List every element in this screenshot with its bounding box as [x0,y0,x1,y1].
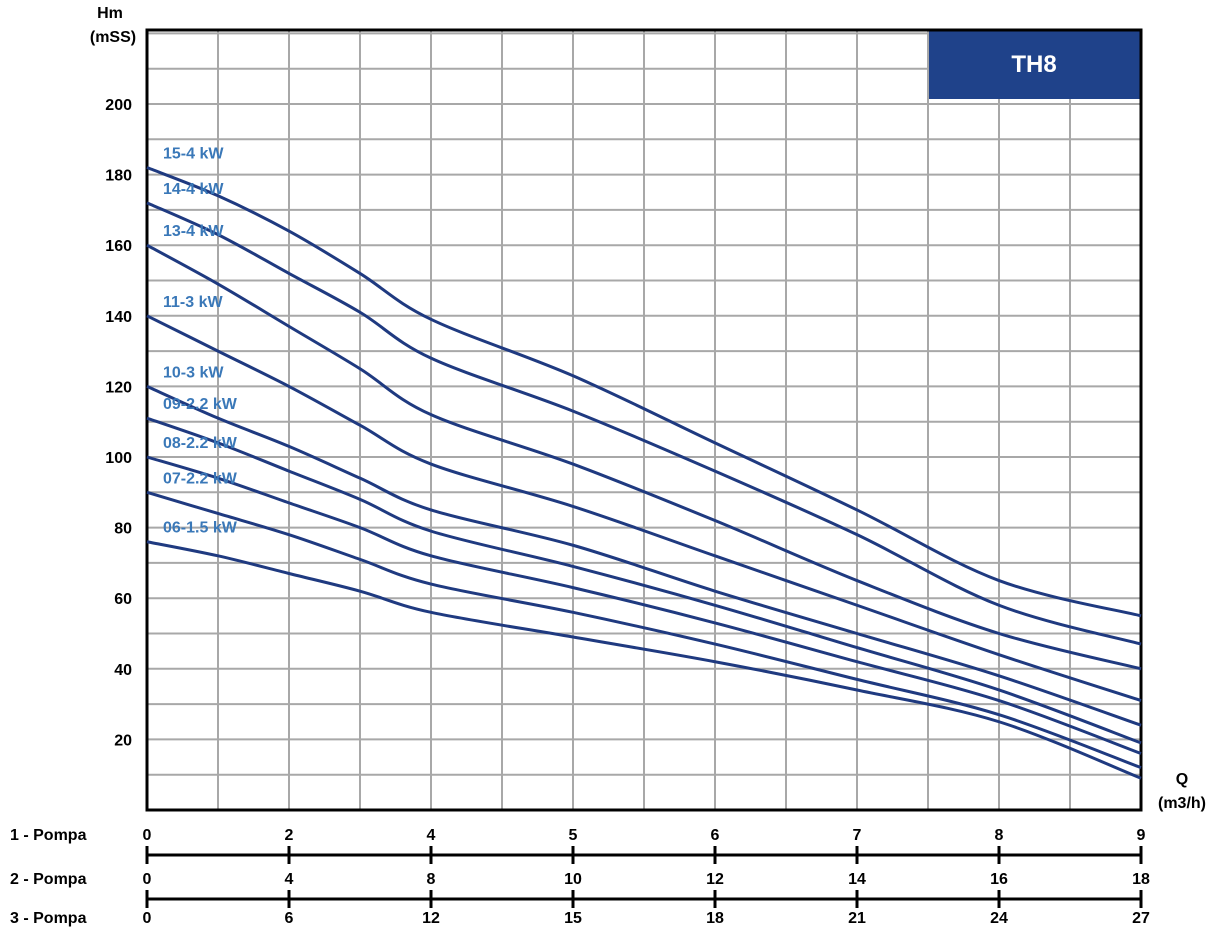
y-axis-label: Hm [97,5,123,22]
x-tick-label: 21 [848,910,866,927]
x-tick-label: 14 [848,871,866,888]
series-label: 07-2.2 kW [163,470,238,487]
x-axis-name: 3 - Pompa [10,910,87,927]
x-tick-label: 8 [427,871,436,888]
series-line [146,201,1142,646]
x-tick-label: 6 [711,827,720,844]
x-axis-name: 2 - Pompa [10,871,87,888]
series-line [146,540,1142,780]
series-label: 11-3 kW [163,294,223,311]
series-line [146,490,1142,770]
x-tick-label: 0 [143,910,152,927]
x-tick-label: 27 [1132,910,1150,927]
y-tick-label: 40 [114,662,132,679]
series-label: 10-3 kW [163,364,224,381]
x-tick-label: 18 [1132,871,1150,888]
x-tick-label: 12 [422,910,440,927]
x-axis-name: 1 - Pompa [10,827,87,844]
x-tick-label: 4 [285,871,294,888]
y-tick-label: 20 [114,732,132,749]
x-tick-label: 18 [706,910,724,927]
series-line [146,314,1142,702]
series-line [146,385,1142,727]
y-tick-label: 160 [105,238,132,255]
x-tick-label: 9 [1137,827,1146,844]
x-tick-label: 16 [990,871,1008,888]
series-line [146,416,1142,745]
y-tick-label: 80 [114,521,132,538]
x-tick-label: 6 [285,910,294,927]
series-line [146,455,1142,755]
series-line [146,243,1142,671]
title-box [929,31,1140,99]
series-label: 08-2.2 kW [163,435,238,452]
y-tick-label: 180 [105,168,132,185]
x-tick-label: 24 [990,910,1008,927]
x-tick-label: 0 [143,827,152,844]
series-line [146,166,1142,618]
x-tick-label: 0 [143,871,152,888]
y-tick-label: 60 [114,591,132,608]
chart-title: TH8 [1011,51,1056,78]
x-tick-label: 10 [564,871,582,888]
series-label: 15-4 kW [163,146,224,163]
y-tick-label: 100 [105,450,132,467]
x-tick-label: 12 [706,871,724,888]
x-tick-label: 15 [564,910,582,927]
x-tick-label: 5 [569,827,578,844]
series-label: 06-1.5 kW [163,520,238,537]
x-tick-label: 2 [285,827,294,844]
x-axis-label: Q [1176,771,1188,788]
x-axis-unit: (m3/h) [1158,795,1206,812]
x-tick-label: 4 [427,827,436,844]
y-tick-label: 200 [105,97,132,114]
x-tick-label: 7 [853,827,862,844]
y-tick-label: 120 [105,379,132,396]
plot-border [145,28,1143,812]
x-tick-label: 8 [995,827,1004,844]
series-label: 13-4 kW [163,223,224,240]
y-axis-unit: (mSS) [90,29,136,46]
series-label: 09-2.2 kW [163,396,238,413]
series-label: 14-4 kW [163,181,224,198]
y-tick-label: 140 [105,309,132,326]
